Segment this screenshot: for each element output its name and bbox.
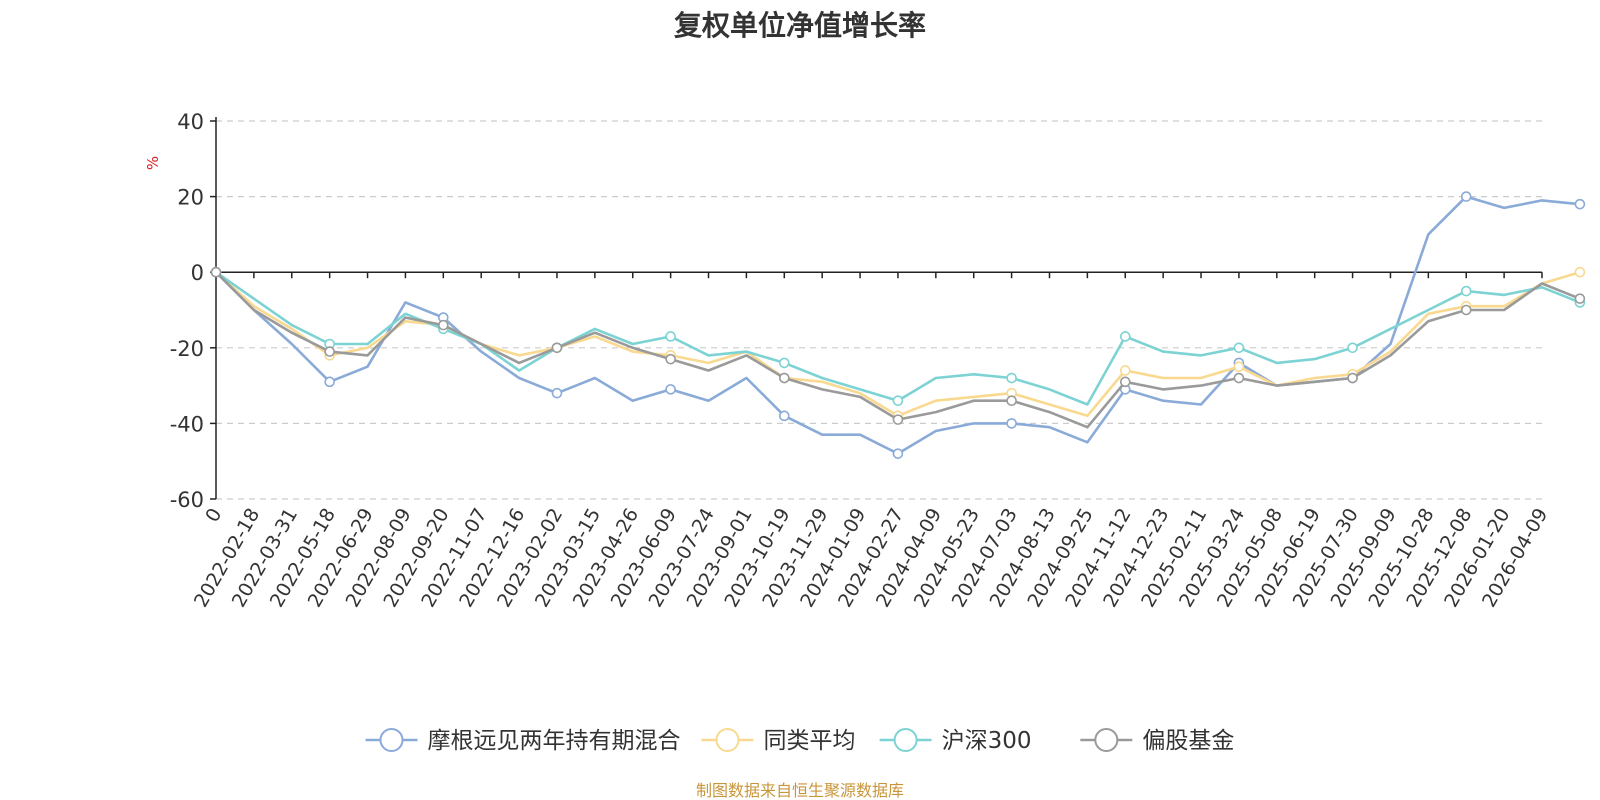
y-axis-unit: % — [144, 156, 162, 170]
data-point — [665, 331, 676, 342]
y-tick-label: 40 — [177, 110, 204, 134]
series-3 — [210, 266, 1586, 429]
legend-item-0: 摩根远见两年持有期混合 — [365, 728, 681, 754]
axes: 40200-20-40-60%02022-02-182022-03-312022… — [144, 110, 1552, 611]
data-point — [1574, 266, 1586, 278]
data-point — [1233, 342, 1245, 354]
data-point — [1233, 372, 1245, 384]
x-tick-label: 0 — [201, 505, 226, 526]
y-tick-label: 20 — [177, 186, 204, 210]
legend-label: 偏股基金 — [1142, 728, 1234, 754]
chart-title: 复权单位净值增长率 — [673, 9, 926, 42]
source-note: 制图数据来自恒生聚源数据库 — [695, 781, 904, 800]
data-point — [1574, 198, 1586, 210]
data-point — [1347, 372, 1358, 384]
data-point — [1119, 376, 1131, 388]
y-tick-label: 0 — [191, 261, 204, 285]
data-point — [1460, 304, 1472, 316]
legend-item-1: 同类平均 — [701, 728, 855, 754]
series-2 — [210, 266, 1586, 407]
data-point — [892, 448, 904, 459]
legend-swatch-marker — [1094, 728, 1119, 752]
data-point — [1574, 293, 1586, 304]
data-point — [1460, 191, 1472, 202]
series-line — [215, 270, 1581, 418]
series-lines — [210, 191, 1586, 459]
data-point — [551, 342, 563, 354]
data-point — [210, 266, 222, 278]
series-line — [215, 271, 1581, 406]
data-point — [324, 376, 335, 388]
y-tick-label: -20 — [170, 337, 204, 361]
legend-swatch-marker — [893, 728, 918, 752]
data-point — [778, 357, 790, 369]
legend-swatch-marker — [715, 728, 740, 752]
data-point — [665, 384, 676, 395]
data-point — [1460, 285, 1472, 297]
data-point — [324, 346, 335, 357]
y-tick-label: -60 — [170, 488, 204, 512]
data-point — [892, 414, 904, 425]
legend-swatch-marker — [379, 728, 404, 752]
data-point — [438, 319, 449, 331]
data-point — [665, 353, 676, 365]
data-point — [892, 395, 904, 407]
legend-item-2: 沪深300 — [879, 728, 1032, 754]
legend-item-3: 偏股基金 — [1080, 728, 1234, 754]
y-tick-label: -40 — [170, 412, 204, 436]
data-point — [1006, 372, 1017, 384]
data-point — [778, 410, 790, 422]
data-point — [551, 387, 563, 399]
data-point — [778, 372, 790, 384]
data-point — [1119, 365, 1131, 376]
data-point — [1347, 342, 1358, 354]
data-point — [1119, 331, 1131, 342]
data-point — [1233, 361, 1245, 373]
legend: 摩根远见两年持有期混合 同类平均 沪深300 偏股基金 — [365, 728, 1234, 754]
data-point — [1006, 418, 1017, 429]
grid-lines — [216, 120, 1542, 500]
legend-label: 同类平均 — [763, 728, 855, 754]
legend-label: 沪深300 — [942, 728, 1032, 754]
legend-label: 摩根远见两年持有期混合 — [428, 728, 681, 754]
data-point — [1006, 395, 1017, 407]
